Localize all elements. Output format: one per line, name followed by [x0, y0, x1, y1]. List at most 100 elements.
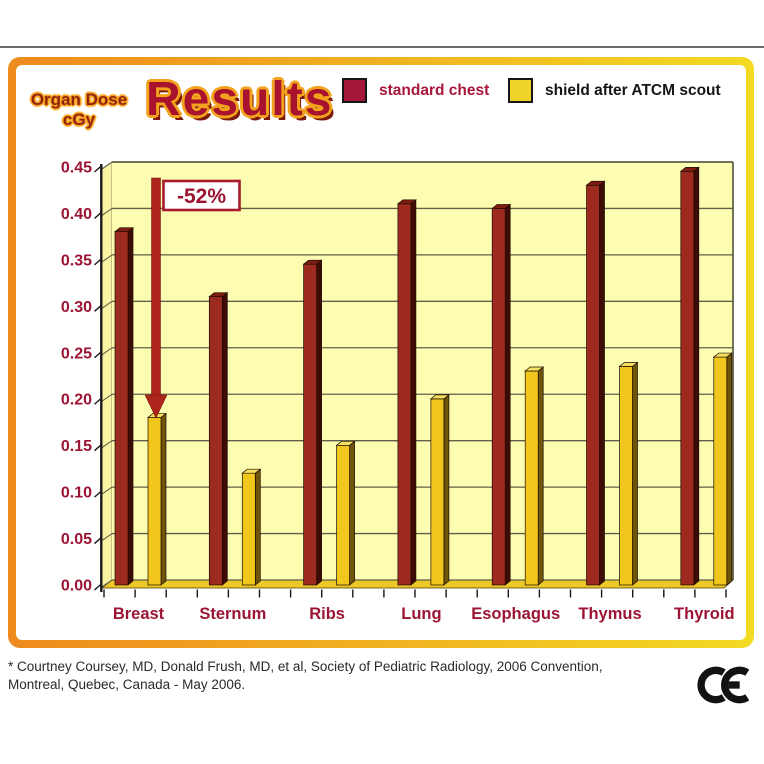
bar-ribs-standard-top [302, 259, 323, 265]
legend-item-shield-after-atcm-scout: shield after ATCM scout [508, 78, 721, 103]
category-label-lung: Lung [401, 605, 441, 623]
bar-thyroid-shield-top [712, 352, 733, 358]
y-tick-label: 0.30 [61, 299, 92, 316]
bar-esophagus-shield [524, 370, 539, 586]
bar-breast-standard-top [114, 227, 134, 233]
bar-lung-shield-top [429, 394, 450, 400]
y-tick-label: 0.35 [61, 252, 92, 269]
y-axis-title-line1: Organ Dose [30, 90, 128, 109]
bar-ribs-shield-side [349, 440, 355, 586]
citation-line1: * Courtney Coursey, MD, Donald Frush, MD… [8, 659, 603, 674]
category-label-sternum: Sternum [199, 605, 266, 623]
bar-thyroid-shield-side [726, 352, 733, 586]
y-tick [94, 490, 102, 498]
gridline-wall [101, 161, 113, 170]
legend-swatch-standard-chest-icon [342, 78, 367, 103]
annotation-box [162, 179, 241, 212]
y-tick [94, 351, 102, 359]
legend-swatch-shield-icon [508, 78, 533, 103]
category-label-ribs: Ribs [309, 605, 345, 623]
top-divider [0, 46, 764, 48]
y-tick [94, 537, 102, 545]
bar-thymus-standard-side [599, 180, 605, 586]
y-tick-label: 0.10 [61, 485, 92, 502]
bar-sternum-standard [208, 296, 223, 586]
y-tick [94, 165, 102, 173]
gridline-wall [101, 393, 113, 402]
y-axis-title-line2: cGy [62, 110, 96, 130]
citation-text: * Courtney Coursey, MD, Donald Frush, MD… [8, 658, 648, 694]
bar-lung-standard-side [410, 199, 417, 586]
bar-thyroid-shield [713, 356, 728, 586]
plot-area [112, 162, 733, 580]
gridline-wall [101, 254, 113, 263]
bar-sternum-standard-side [221, 291, 228, 586]
bar-sternum-shield-top [241, 468, 262, 474]
y-tick [94, 397, 102, 405]
gridline-wall [101, 207, 113, 216]
gridline-wall [101, 300, 113, 309]
category-label-breast: Breast [113, 605, 165, 623]
plot-floor [100, 579, 735, 589]
bar-thyroid-standard [680, 170, 695, 586]
bar-lung-shield-side [443, 394, 450, 586]
bar-thyroid-standard-side [693, 166, 700, 586]
bar-sternum-shield-side [254, 468, 261, 586]
y-tick-label: 0.05 [61, 531, 92, 548]
bar-lung-standard-top [396, 199, 417, 205]
y-tick-label: 0.45 [61, 160, 92, 177]
y-tick [94, 258, 102, 266]
legend-item-standard-chest: standard chest [342, 78, 489, 103]
gridline-wall [101, 579, 113, 588]
bar-ribs-standard [303, 263, 317, 586]
y-tick [94, 583, 102, 591]
y-tick-label: 0.40 [61, 206, 92, 223]
bar-lung-shield [430, 398, 445, 586]
bar-breast-standard [114, 231, 129, 586]
decrease-arrow-icon [151, 177, 161, 397]
chart-title: Results [146, 73, 334, 126]
y-tick [94, 444, 102, 452]
bar-esophagus-standard-top [491, 204, 512, 209]
bar-sternum-shield [241, 472, 256, 586]
gridline-wall [101, 440, 113, 449]
category-label-thymus: Thymus [578, 605, 641, 623]
bar-esophagus-shield-side [537, 366, 544, 586]
gridline-wall [101, 533, 113, 542]
bar-breast-shield [147, 417, 162, 586]
ce-mark-icon [697, 666, 750, 704]
gridline-wall [101, 486, 113, 495]
bar-esophagus-shield-top [524, 366, 545, 372]
bar-ribs-shield-top [335, 440, 356, 446]
category-label-thyroid: Thyroid [674, 605, 735, 623]
legend-label-shield: shield after ATCM scout [545, 81, 721, 99]
citation-line2: Montreal, Quebec, Canada - May 2006. [8, 677, 246, 693]
bar-ribs-shield [336, 444, 350, 586]
bar-thymus-shield [619, 366, 633, 586]
category-label-esophagus: Esophagus [471, 605, 560, 623]
bar-breast-standard-side [127, 226, 134, 586]
bar-thymus-standard [586, 184, 600, 586]
bar-thymus-shield-top [618, 362, 639, 367]
bar-ribs-standard-side [316, 259, 322, 586]
bar-thymus-shield-side [632, 361, 638, 586]
gridline-wall [101, 347, 113, 356]
y-tick-label: 0.20 [61, 392, 92, 409]
bar-thymus-standard-top [585, 180, 606, 186]
y-tick [94, 211, 102, 219]
y-tick [94, 304, 102, 312]
bar-lung-standard [397, 203, 412, 586]
bar-sternum-standard-top [208, 292, 229, 298]
bar-breast-shield-side [160, 412, 167, 586]
bar-esophagus-standard-side [504, 203, 511, 586]
decrease-arrowhead-icon [144, 394, 168, 419]
y-tick-label: 0.25 [61, 345, 92, 362]
bar-esophagus-standard [491, 208, 506, 586]
legend-label-standard-chest: standard chest [379, 81, 490, 99]
annotation-text: -52% [177, 185, 226, 208]
plot-side-wall [101, 161, 113, 589]
y-tick-label: 0.15 [61, 438, 92, 455]
y-tick-label: 0.00 [61, 578, 92, 595]
